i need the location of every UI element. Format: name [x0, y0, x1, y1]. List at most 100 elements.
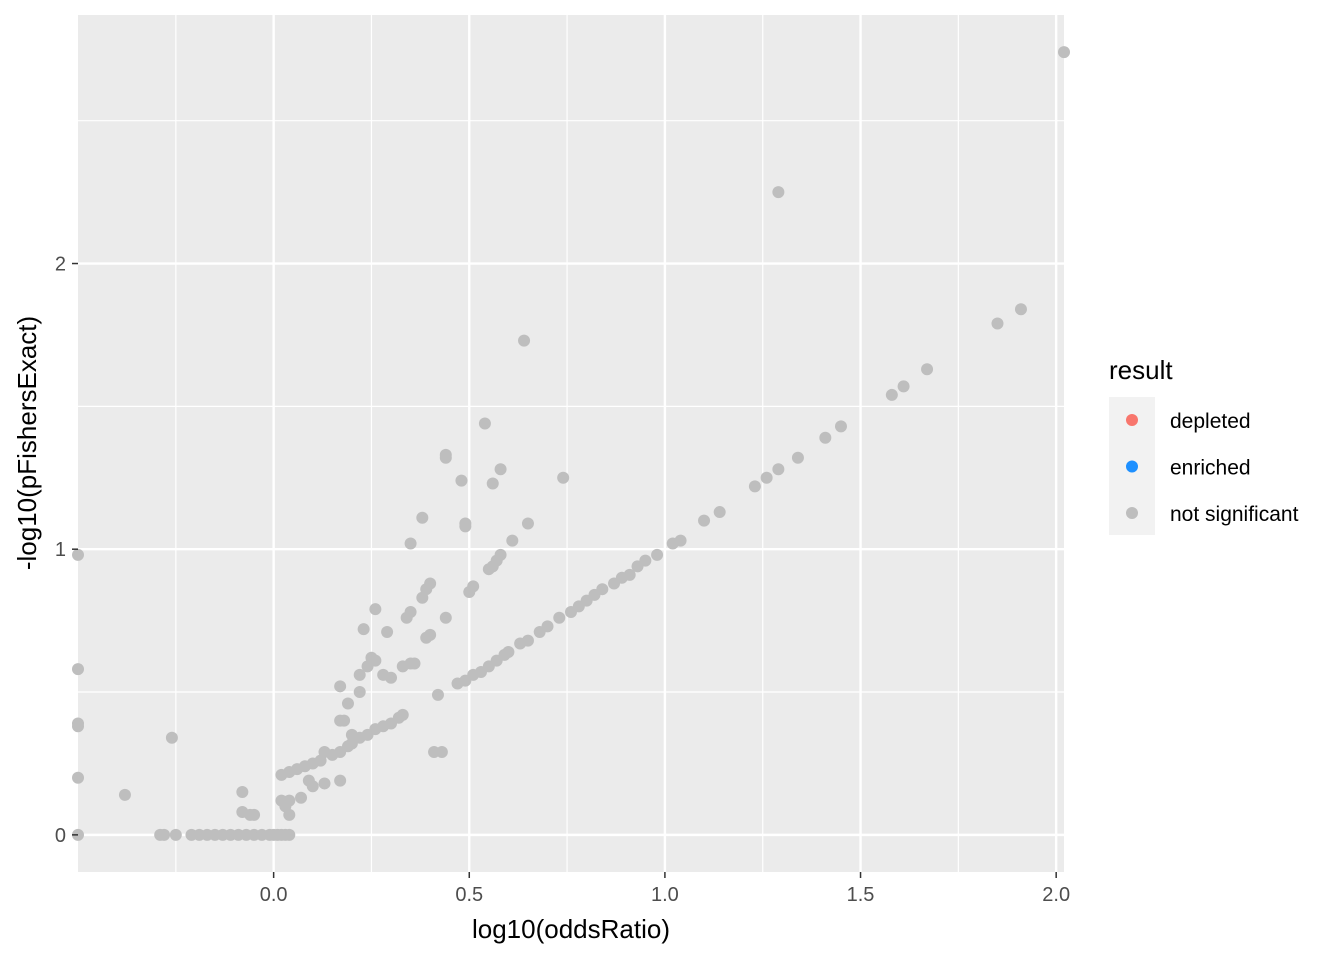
- data-point: [353, 686, 366, 699]
- data-point: [834, 420, 847, 433]
- legend-label-enriched: enriched: [1170, 457, 1251, 480]
- data-point: [521, 634, 534, 647]
- legend-key-not-significant: [1126, 507, 1138, 519]
- data-point: [341, 697, 354, 710]
- x-tick-label: 0.5: [455, 884, 483, 906]
- data-point: [713, 506, 726, 519]
- data-point: [459, 517, 472, 530]
- y-tick-label: 1: [55, 539, 66, 561]
- data-point: [486, 477, 499, 490]
- data-point: [819, 431, 832, 444]
- data-point: [353, 668, 366, 681]
- legend-label-depleted: depleted: [1170, 410, 1251, 433]
- data-point: [596, 583, 609, 596]
- data-point: [991, 317, 1004, 330]
- data-point: [345, 728, 358, 741]
- data-point: [424, 628, 437, 641]
- data-point: [455, 474, 468, 487]
- data-point: [424, 577, 437, 590]
- data-points: [72, 46, 1070, 841]
- data-point: [306, 780, 319, 793]
- data-point: [518, 334, 531, 347]
- data-point: [72, 548, 84, 561]
- legend: result depleted enriched not significant: [1109, 355, 1299, 535]
- data-point: [396, 708, 409, 721]
- data-point: [1014, 303, 1027, 316]
- data-point: [416, 511, 429, 524]
- data-point: [404, 606, 417, 619]
- data-point: [521, 517, 534, 530]
- data-point: [557, 471, 570, 484]
- grid-minor-lines: [78, 15, 1064, 872]
- y-tick-label: 2: [55, 254, 66, 276]
- data-point: [674, 534, 687, 547]
- data-point: [921, 363, 934, 376]
- data-point: [467, 580, 480, 593]
- legend-key-enriched: [1126, 460, 1138, 473]
- data-point: [502, 646, 515, 659]
- data-point: [369, 603, 382, 616]
- y-axis: 0 1 2: [55, 254, 78, 847]
- data-point: [283, 794, 296, 807]
- data-point: [698, 514, 711, 527]
- data-point: [541, 620, 554, 633]
- y-tick-label: 0: [55, 825, 66, 847]
- data-point: [385, 671, 398, 684]
- data-point: [404, 537, 417, 550]
- x-tick-label: 0.0: [260, 884, 288, 906]
- data-point: [885, 388, 898, 401]
- data-point: [494, 548, 507, 561]
- data-point: [158, 828, 171, 841]
- data-point: [639, 554, 652, 567]
- data-point: [295, 791, 308, 804]
- data-point: [369, 654, 382, 667]
- data-point: [772, 186, 785, 199]
- legend-key-depleted: [1126, 414, 1138, 426]
- data-point: [165, 731, 178, 744]
- data-point: [494, 463, 507, 476]
- x-tick-label: 2.0: [1042, 884, 1070, 906]
- data-point: [435, 746, 448, 759]
- data-point: [1058, 46, 1070, 59]
- data-point: [651, 548, 664, 561]
- x-axis: 0.0 0.5 1.0 1.5 2.0: [260, 872, 1070, 906]
- legend-title: result: [1109, 355, 1173, 385]
- data-point: [623, 568, 636, 581]
- data-point: [248, 808, 261, 821]
- data-point: [283, 808, 296, 821]
- legend-label-not-significant: not significant: [1170, 503, 1299, 526]
- data-point: [72, 771, 84, 784]
- data-point: [897, 380, 910, 393]
- data-point: [72, 663, 84, 676]
- data-point: [72, 720, 84, 733]
- plot-panel: [78, 15, 1064, 872]
- data-point: [357, 623, 370, 636]
- data-point: [283, 828, 296, 841]
- data-point: [478, 417, 491, 430]
- x-tick-label: 1.0: [651, 884, 679, 906]
- data-point: [408, 657, 421, 670]
- data-point: [791, 451, 804, 464]
- data-point: [236, 786, 249, 799]
- x-tick-label: 1.5: [847, 884, 875, 906]
- data-point: [118, 788, 131, 801]
- data-point: [748, 480, 761, 493]
- data-point: [338, 714, 351, 727]
- data-point: [760, 471, 773, 484]
- data-point: [439, 451, 452, 464]
- x-axis-title: log10(oddsRatio): [472, 914, 670, 944]
- data-point: [318, 777, 331, 790]
- data-point: [439, 611, 452, 624]
- data-point: [772, 463, 785, 476]
- data-point: [553, 611, 566, 624]
- y-axis-title: -log10(pFishersExact): [12, 316, 42, 570]
- data-point: [506, 534, 519, 547]
- legend-entries: depleted enriched not significant: [1126, 410, 1299, 526]
- data-point: [169, 828, 182, 841]
- data-point: [381, 626, 394, 639]
- data-point: [431, 688, 444, 701]
- data-point: [334, 774, 347, 787]
- data-point: [334, 680, 347, 693]
